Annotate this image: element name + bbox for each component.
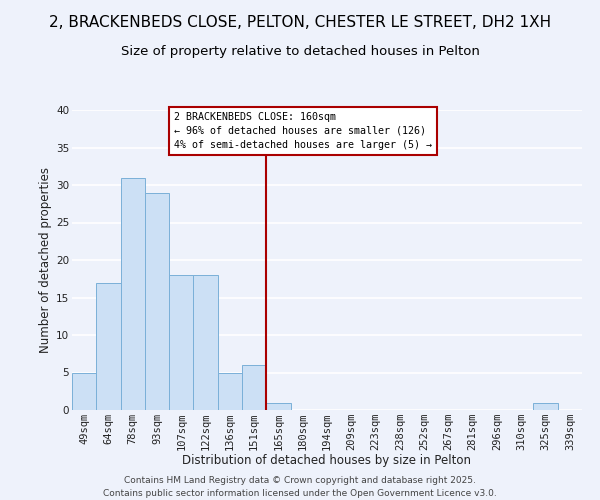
Bar (96, 282, 121, 410)
Bar (72, 372, 96, 410)
Bar (145, 192, 169, 410)
Bar (169, 275, 193, 410)
Text: 2 BRACKENBEDS CLOSE: 160sqm
← 96% of detached houses are smaller (126)
4% of sem: 2 BRACKENBEDS CLOSE: 160sqm ← 96% of det… (174, 112, 432, 150)
Y-axis label: Number of detached properties: Number of detached properties (39, 167, 52, 353)
Bar (242, 365, 266, 410)
Bar (266, 402, 290, 410)
Text: Size of property relative to detached houses in Pelton: Size of property relative to detached ho… (121, 45, 479, 58)
Text: 2, BRACKENBEDS CLOSE, PELTON, CHESTER LE STREET, DH2 1XH: 2, BRACKENBEDS CLOSE, PELTON, CHESTER LE… (49, 15, 551, 30)
X-axis label: Distribution of detached houses by size in Pelton: Distribution of detached houses by size … (182, 454, 472, 468)
Bar (121, 178, 145, 410)
Bar (533, 402, 558, 410)
Text: Contains HM Land Registry data © Crown copyright and database right 2025.
Contai: Contains HM Land Registry data © Crown c… (103, 476, 497, 498)
Bar (193, 275, 218, 410)
Bar (218, 372, 242, 410)
